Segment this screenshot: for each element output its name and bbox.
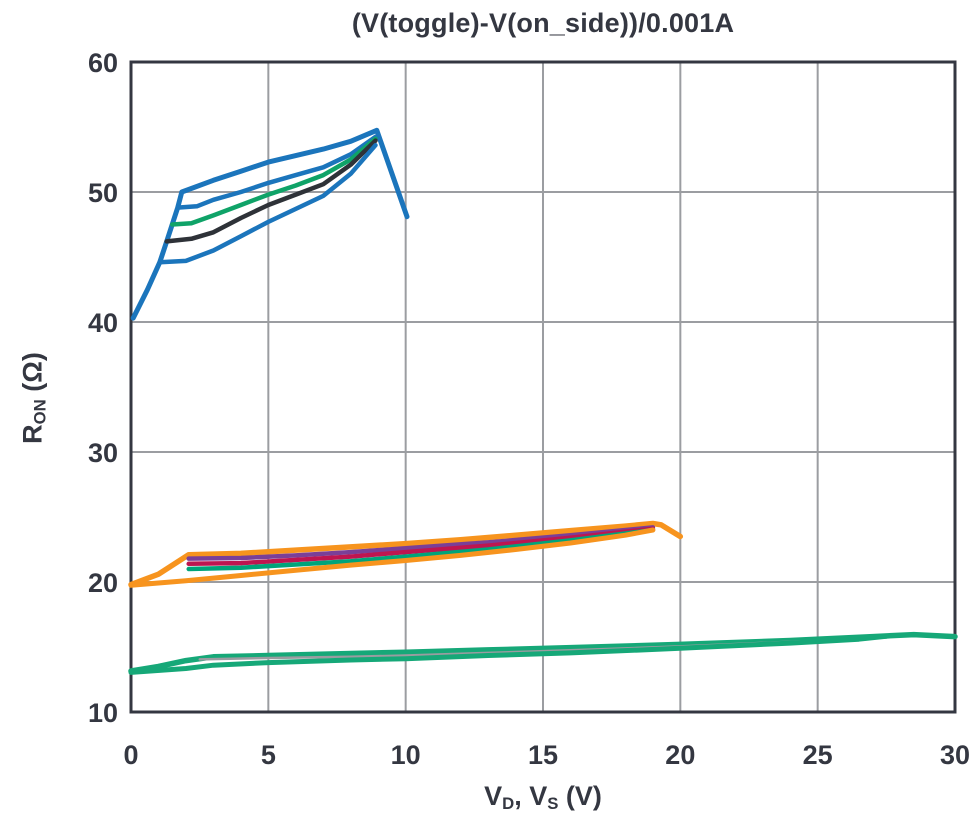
series-family2-purple [186,525,656,561]
x-tick-label: 0 [123,740,138,770]
series-family2-orange-outer-loop [128,520,684,588]
x-tick-label: 25 [803,740,833,770]
y-tick-label: 20 [88,568,118,598]
y-tick-label: 60 [88,48,118,78]
plot-border [129,60,957,714]
series-family2-orange-lower [128,527,656,588]
series-family3-green-lower [128,633,889,675]
series-family1-green [169,136,378,227]
x-tick-label: 15 [528,740,558,770]
y-tick-label: 10 [88,698,118,728]
x-tick-label: 30 [940,740,970,770]
series-family1-blue-lower [157,142,378,265]
y-tick-label: 30 [88,438,118,468]
series-family2-crimson [186,526,656,567]
x-axis-label-subscript-s: S [547,794,559,814]
x-axis-label-subscript-d: D [502,794,515,814]
y-axis-label: RON (Ω) [17,352,50,444]
y-tick-label: 40 [88,308,118,338]
series-family2-teal [186,527,656,572]
series-family1-blue-outer-loop [130,127,410,321]
x-axis-label: VD, VS (V) [484,781,602,814]
x-tick-label: 5 [261,740,276,770]
chart-title: (V(toggle)-V(on_side))/0.001A [351,8,735,38]
x-tick-label: 20 [665,740,695,770]
x-tick-label: 10 [391,740,421,770]
y-tick-label: 50 [88,178,118,208]
y-axis-label-subscript: ON [30,399,50,425]
series-family1-black [164,138,378,244]
series-family1-blue-upper [175,134,378,210]
